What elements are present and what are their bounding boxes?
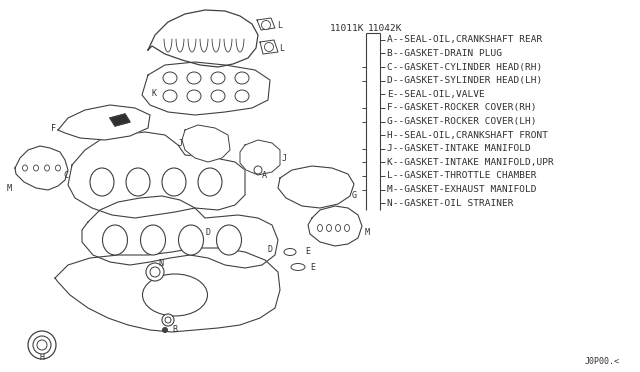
Ellipse shape: [37, 340, 47, 350]
Ellipse shape: [163, 72, 177, 84]
Ellipse shape: [254, 166, 262, 174]
Text: 11011K: 11011K: [330, 23, 365, 32]
Ellipse shape: [198, 168, 222, 196]
Text: B: B: [172, 326, 177, 334]
Polygon shape: [55, 248, 280, 332]
Ellipse shape: [126, 168, 150, 196]
Ellipse shape: [56, 165, 61, 171]
Ellipse shape: [216, 225, 241, 255]
Ellipse shape: [45, 165, 49, 171]
Ellipse shape: [335, 224, 340, 231]
Text: N--GASKET-OIL STRAINER: N--GASKET-OIL STRAINER: [387, 199, 513, 208]
Text: A: A: [262, 170, 267, 180]
Text: L--GASKET-THROTTLE CHAMBER: L--GASKET-THROTTLE CHAMBER: [387, 171, 536, 180]
Text: J: J: [178, 138, 183, 148]
Ellipse shape: [284, 248, 296, 256]
Ellipse shape: [211, 90, 225, 102]
Ellipse shape: [22, 165, 28, 171]
Polygon shape: [142, 62, 270, 115]
Text: C: C: [63, 170, 68, 180]
Polygon shape: [15, 146, 68, 190]
Text: M: M: [365, 228, 370, 237]
Text: D: D: [268, 246, 273, 254]
Ellipse shape: [162, 168, 186, 196]
Ellipse shape: [187, 72, 201, 84]
Ellipse shape: [143, 274, 207, 316]
Text: N: N: [158, 259, 163, 267]
Polygon shape: [58, 105, 150, 140]
Ellipse shape: [90, 168, 114, 196]
Ellipse shape: [344, 224, 349, 231]
Ellipse shape: [33, 165, 38, 171]
Ellipse shape: [146, 263, 164, 281]
Text: J--GASKET-INTAKE MANIFOLD: J--GASKET-INTAKE MANIFOLD: [387, 144, 531, 153]
Polygon shape: [148, 10, 258, 67]
Text: G: G: [352, 190, 357, 199]
Text: A--SEAL-OIL,CRANKSHAFT REAR: A--SEAL-OIL,CRANKSHAFT REAR: [387, 35, 542, 44]
Text: C--GASKET-CYLINDER HEAD(RH): C--GASKET-CYLINDER HEAD(RH): [387, 62, 542, 71]
Polygon shape: [182, 125, 230, 162]
Ellipse shape: [141, 225, 166, 255]
Text: E: E: [305, 247, 310, 257]
Ellipse shape: [102, 225, 127, 255]
Polygon shape: [257, 18, 275, 30]
Text: H--SEAL-OIL,CRANKSHAFT FRONT: H--SEAL-OIL,CRANKSHAFT FRONT: [387, 131, 548, 140]
Ellipse shape: [163, 327, 168, 333]
Ellipse shape: [187, 90, 201, 102]
Polygon shape: [82, 196, 278, 268]
Text: L: L: [277, 20, 282, 29]
Polygon shape: [260, 40, 278, 54]
Polygon shape: [68, 132, 245, 218]
Ellipse shape: [33, 336, 51, 354]
Text: B--GASKET-DRAIN PLUG: B--GASKET-DRAIN PLUG: [387, 49, 502, 58]
Text: G--GASKET-ROCKER COVER(LH): G--GASKET-ROCKER COVER(LH): [387, 117, 536, 126]
Ellipse shape: [28, 331, 56, 359]
Ellipse shape: [264, 42, 273, 51]
Text: M: M: [7, 183, 12, 192]
Polygon shape: [278, 166, 354, 208]
Text: E: E: [310, 263, 315, 272]
Text: E--SEAL-OIL,VALVE: E--SEAL-OIL,VALVE: [387, 90, 484, 99]
Ellipse shape: [179, 225, 204, 255]
Text: J0P00.<: J0P00.<: [585, 357, 620, 366]
Text: J: J: [282, 154, 287, 163]
Text: F: F: [51, 124, 56, 132]
Ellipse shape: [291, 263, 305, 270]
Polygon shape: [110, 114, 130, 126]
Text: 11042K: 11042K: [368, 23, 403, 32]
Text: D--GASKET-SYLINDER HEAD(LH): D--GASKET-SYLINDER HEAD(LH): [387, 76, 542, 85]
Ellipse shape: [235, 72, 249, 84]
Text: D: D: [205, 228, 210, 237]
Ellipse shape: [150, 267, 160, 277]
Text: H: H: [40, 353, 45, 362]
Ellipse shape: [165, 317, 171, 323]
Text: F--GASKET-ROCKER COVER(RH): F--GASKET-ROCKER COVER(RH): [387, 103, 536, 112]
Text: L: L: [279, 44, 284, 52]
Polygon shape: [240, 140, 280, 175]
Text: K: K: [152, 89, 157, 97]
Polygon shape: [308, 206, 362, 246]
Ellipse shape: [262, 20, 271, 29]
Ellipse shape: [317, 224, 323, 231]
Text: K--GASKET-INTAKE MANIFOLD,UPR: K--GASKET-INTAKE MANIFOLD,UPR: [387, 158, 554, 167]
Ellipse shape: [211, 72, 225, 84]
Ellipse shape: [162, 314, 174, 326]
Ellipse shape: [326, 224, 332, 231]
Ellipse shape: [163, 90, 177, 102]
Text: M--GASKET-EXHAUST MANIFOLD: M--GASKET-EXHAUST MANIFOLD: [387, 185, 536, 194]
Ellipse shape: [235, 90, 249, 102]
